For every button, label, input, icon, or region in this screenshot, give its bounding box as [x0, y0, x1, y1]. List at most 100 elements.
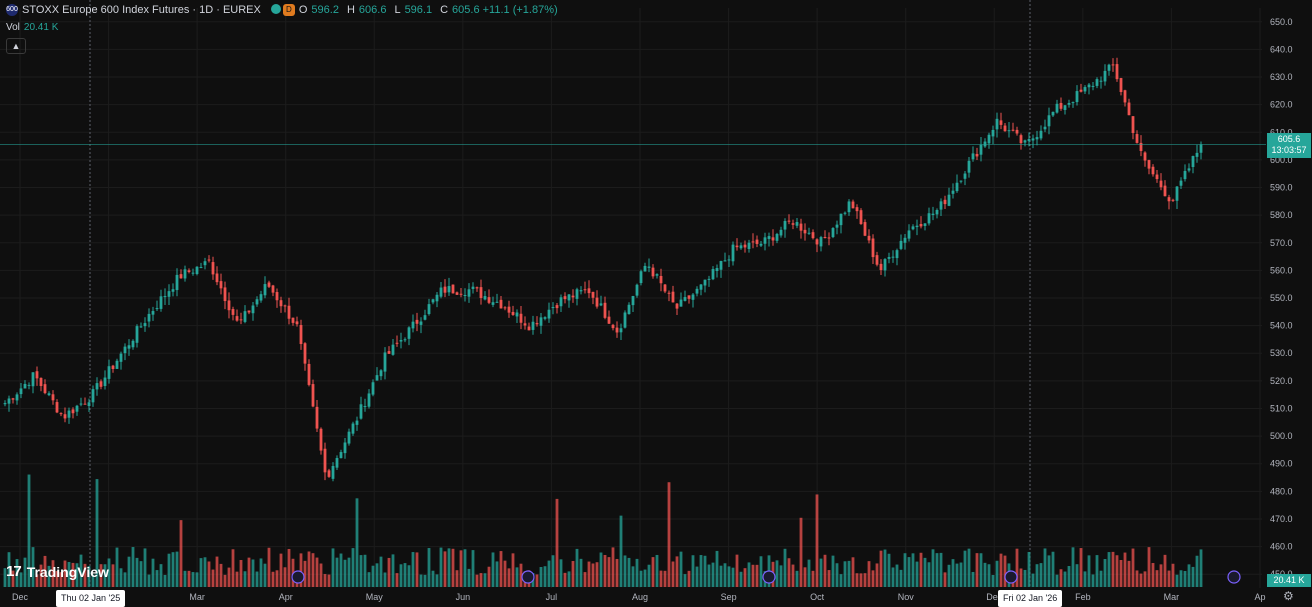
- volume-bar: [567, 571, 571, 587]
- volume-bar: [111, 564, 115, 587]
- gear-icon[interactable]: ⚙: [1283, 589, 1294, 603]
- candle-body: [987, 134, 991, 144]
- y-tick-label: 500.0: [1270, 431, 1293, 441]
- volume-bar: [91, 574, 95, 587]
- x-tick-label: May: [366, 592, 384, 602]
- volume-bar: [987, 564, 991, 587]
- volume-bar: [227, 567, 231, 587]
- candle-body: [479, 287, 483, 299]
- volume-bar: [623, 555, 627, 587]
- volume-bar: [719, 565, 723, 587]
- x-tick-label: Mar: [1164, 592, 1180, 602]
- volume-bar: [399, 564, 403, 587]
- candle-body: [183, 269, 187, 279]
- chevron-up-icon[interactable]: ▲: [6, 38, 26, 54]
- candle-body: [1015, 129, 1019, 134]
- volume-bar: [1187, 564, 1191, 587]
- volume-bar: [579, 558, 583, 587]
- candle-body: [103, 377, 107, 387]
- tradingview-mark-icon: 17: [6, 563, 22, 580]
- event-marker-icon[interactable]: [1227, 570, 1241, 584]
- y-tick-label: 650.0: [1270, 17, 1293, 27]
- symbol-legend[interactable]: 600 STOXX Europe 600 Index Futures · 1D …: [6, 4, 562, 16]
- candle-body: [559, 297, 563, 307]
- candle-body: [287, 305, 291, 319]
- candle-body: [871, 238, 875, 258]
- candle-body: [951, 190, 955, 194]
- candle-body: [807, 232, 811, 234]
- y-tick-label: 580.0: [1270, 210, 1293, 220]
- volume-bar: [11, 570, 15, 587]
- volume-bar: [199, 558, 203, 587]
- y-tick-label: 460.0: [1270, 542, 1293, 552]
- y-tick-label: 470.0: [1270, 514, 1293, 524]
- volume-bar: [799, 517, 803, 587]
- candle-body: [123, 346, 127, 354]
- volume-bar: [183, 570, 187, 587]
- time-axis[interactable]: DecFebMarAprMayJunJulAugSepOctNovDecFebM…: [12, 592, 1266, 602]
- candle-body: [467, 289, 471, 297]
- candle-body: [111, 365, 115, 370]
- candle-body: [555, 305, 559, 309]
- candle-body: [355, 420, 359, 425]
- candle-body: [535, 323, 539, 325]
- price-axis[interactable]: 650.0 640.0 630.0 620.0 610.0 600.0 590.0 580.0…: [1270, 17, 1293, 579]
- volume-bar: [595, 562, 599, 587]
- tradingview-logo[interactable]: 17 TradingView: [6, 563, 109, 580]
- volume-legend[interactable]: Vol 20.41 K: [6, 22, 58, 33]
- volume-bar: [631, 566, 635, 587]
- volume-bar: [751, 564, 755, 587]
- event-markers[interactable]: [291, 570, 1241, 584]
- volume-bar: [27, 474, 31, 587]
- volume-bar: [599, 552, 603, 587]
- volume-bar: [503, 560, 507, 587]
- candle-body: [975, 153, 979, 157]
- candle-body: [1103, 70, 1107, 82]
- candle-body: [995, 118, 999, 130]
- candle-body: [79, 403, 83, 405]
- candle-body: [71, 409, 75, 414]
- candle-body: [339, 452, 343, 459]
- volume-bar: [851, 557, 855, 587]
- volume-bar: [1063, 571, 1067, 587]
- volume-bar: [687, 570, 691, 587]
- volume-bar: [907, 557, 911, 587]
- volume-bar: [407, 565, 411, 587]
- candle-body: [51, 394, 55, 401]
- volume-bar: [271, 571, 275, 587]
- event-marker-icon[interactable]: [291, 570, 305, 584]
- candle-body: [603, 302, 607, 318]
- candle-body: [1131, 116, 1135, 133]
- volume-bar: [923, 557, 927, 587]
- volume-bar: [371, 565, 375, 587]
- volume-bar: [791, 564, 795, 587]
- y-tick-label: 490.0: [1270, 459, 1293, 469]
- event-marker-icon[interactable]: [521, 570, 535, 584]
- candle-body: [1099, 80, 1103, 82]
- volume-bar: [1087, 555, 1091, 587]
- candle-body: [859, 210, 863, 225]
- volume-bar: [387, 557, 391, 587]
- candle-body: [803, 229, 807, 234]
- candle-body: [707, 278, 711, 280]
- candle-body: [367, 393, 371, 407]
- candle-body: [1063, 105, 1067, 110]
- volume-bar: [443, 551, 447, 587]
- volume-bar: [675, 556, 679, 587]
- volume-bar: [803, 567, 807, 587]
- candle-body: [1119, 78, 1123, 92]
- event-marker-icon[interactable]: [1004, 570, 1018, 584]
- candle-body: [531, 321, 535, 330]
- volume-bar: [811, 570, 815, 587]
- candle-body: [771, 237, 775, 241]
- volume-bar: [239, 560, 243, 587]
- crosshair-verticals: [89, 0, 1031, 588]
- symbol-title[interactable]: STOXX Europe 600 Index Futures · 1D · EU…: [22, 4, 261, 16]
- volume-bar: [263, 563, 267, 587]
- volume-bar: [275, 570, 279, 587]
- candle-body: [459, 293, 463, 295]
- candle-body: [791, 223, 795, 225]
- volume-bar: [83, 563, 87, 587]
- event-marker-icon[interactable]: [762, 570, 776, 584]
